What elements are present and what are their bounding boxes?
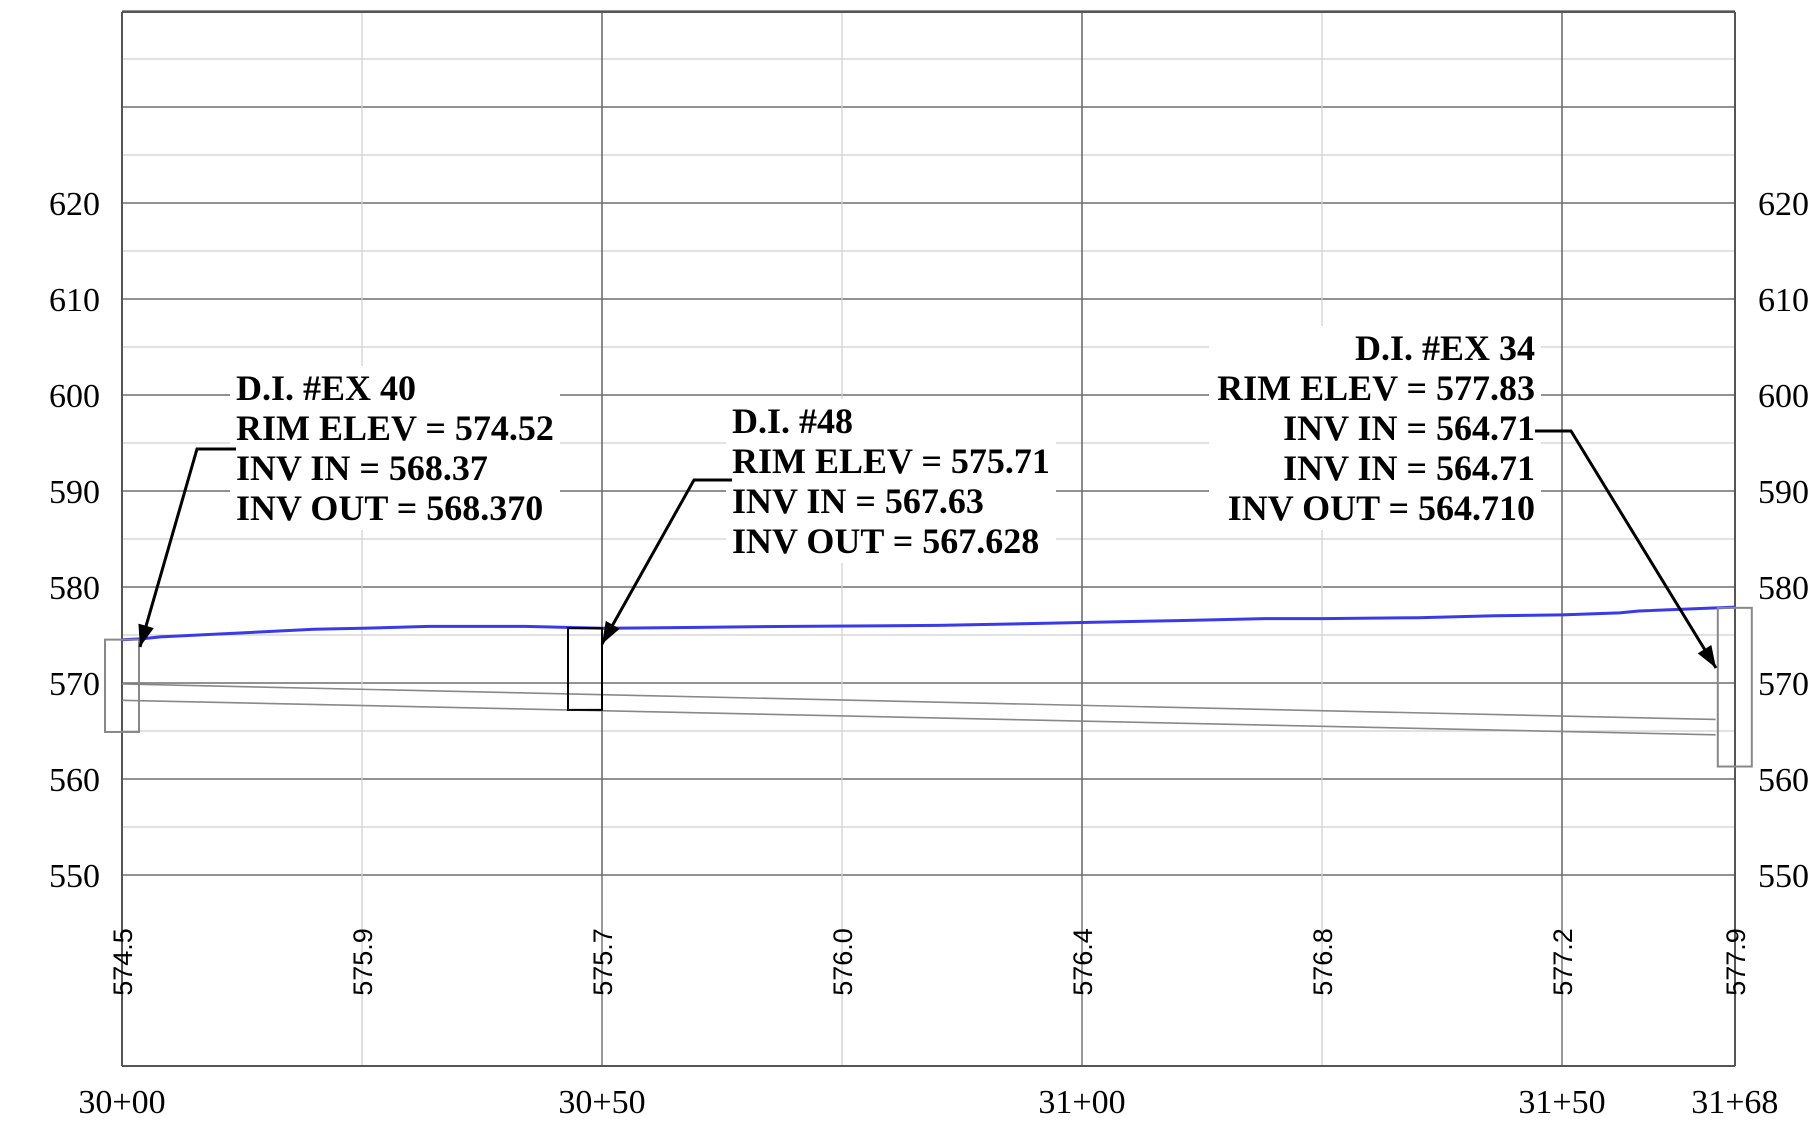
structure-box-ex40	[104, 638, 140, 733]
ground-elevation-label: 574.5	[108, 928, 138, 996]
x-station-label: 31+50	[1518, 1084, 1605, 1121]
y-tick-label-left: 550	[49, 858, 100, 895]
structure-box-ex34	[1716, 606, 1753, 768]
y-tick-label-right: 620	[1758, 186, 1809, 223]
ground-elevation-label: 576.0	[828, 928, 858, 996]
y-tick-label-right: 570	[1758, 666, 1809, 703]
x-station-label: 31+68	[1691, 1084, 1778, 1121]
leader-line-ex34	[1535, 429, 1718, 669]
structure-detail-ex34: RIM ELEV = 577.83	[1217, 368, 1535, 408]
y-tick-label-left: 620	[49, 186, 100, 223]
leader-line-di48	[600, 478, 732, 645]
structure-detail-ex34: INV IN = 564.71	[1283, 408, 1535, 448]
structure-detail-di48: RIM ELEV = 575.71	[732, 441, 1050, 481]
series-layer	[121, 605, 1735, 736]
structure-detail-ex40: INV IN = 568.37	[236, 448, 488, 488]
label-layer: 550 550 560 560 570 570 580 580 590 590 600 600 610 6…	[49, 186, 1809, 1121]
arrowhead-ex40	[138, 623, 154, 647]
structure-box-di48	[567, 627, 603, 711]
y-tick-label-left: 560	[49, 762, 100, 799]
ground-elevation-label: 577.9	[1721, 928, 1751, 996]
leader-line-ex40	[138, 447, 236, 648]
y-tick-label-left: 570	[49, 666, 100, 703]
structure-title-di48: D.I. #48	[732, 401, 853, 441]
structure-detail-ex34: INV OUT = 564.710	[1228, 488, 1535, 528]
annotation-mask	[726, 399, 1056, 563]
y-tick-label-left: 590	[49, 474, 100, 511]
pipe-line	[121, 683, 1716, 721]
arrowhead-di48	[602, 620, 620, 644]
structure-detail-ex40: RIM ELEV = 574.52	[236, 408, 554, 448]
ground-elevation-label: 577.2	[1548, 928, 1578, 996]
ground-elevation-label: 575.7	[588, 928, 618, 996]
structure-layer	[104, 606, 1753, 768]
structure-detail-di48: INV OUT = 567.628	[732, 521, 1039, 561]
x-station-label: 30+00	[78, 1084, 165, 1121]
structure-detail-ex40: INV OUT = 568.370	[236, 488, 543, 528]
annotation-mask	[1209, 326, 1541, 530]
y-tick-label-right: 590	[1758, 474, 1809, 511]
annotation-mask	[230, 366, 560, 530]
y-tick-label-right: 610	[1758, 282, 1809, 319]
pipe-line	[121, 699, 1716, 736]
y-tick-label-left: 580	[49, 570, 100, 607]
ground-elevation-label: 576.8	[1308, 928, 1338, 996]
x-station-label: 31+00	[1038, 1084, 1125, 1121]
structure-title-ex40: D.I. #EX 40	[236, 368, 416, 408]
y-tick-label-right: 600	[1758, 378, 1809, 415]
y-tick-label-right: 580	[1758, 570, 1809, 607]
ground-elevation-label: 575.9	[348, 928, 378, 996]
arrowhead-ex34	[1697, 645, 1716, 668]
y-tick-label-left: 610	[49, 282, 100, 319]
structure-detail-di48: INV IN = 567.63	[732, 481, 984, 521]
y-tick-label-right: 560	[1758, 762, 1809, 799]
structure-title-ex34: D.I. #EX 34	[1355, 328, 1535, 368]
x-station-label: 30+50	[558, 1084, 645, 1121]
y-tick-label-left: 600	[49, 378, 100, 415]
structure-detail-ex34: INV IN = 564.71	[1283, 448, 1535, 488]
ground-elevation-label: 576.4	[1068, 928, 1098, 996]
y-tick-label-right: 550	[1758, 858, 1809, 895]
ground-profile-line	[121, 605, 1735, 642]
